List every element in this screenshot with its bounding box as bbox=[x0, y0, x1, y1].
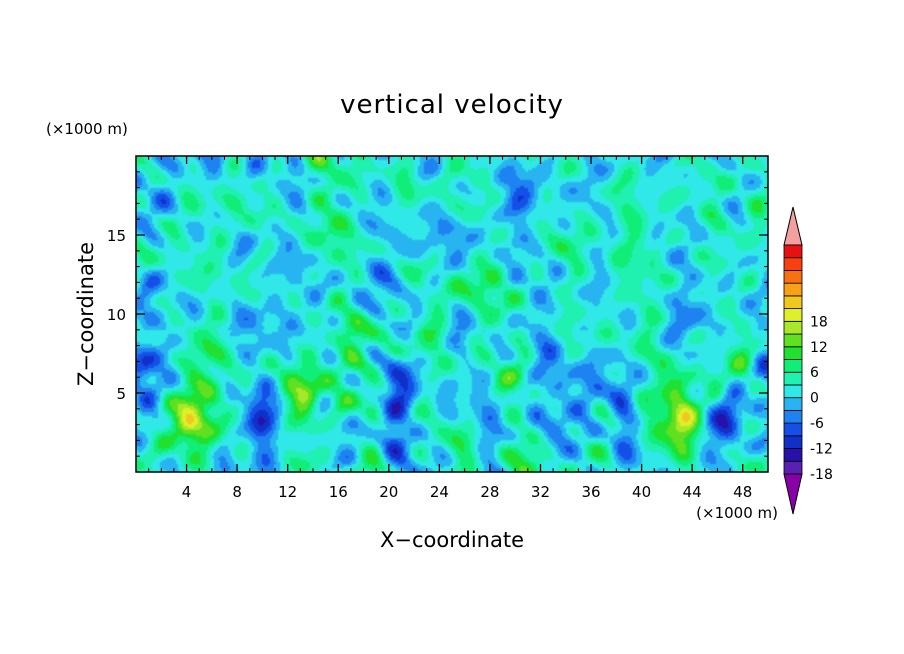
x-tick-label: 28 bbox=[480, 483, 499, 501]
colorbar-label: -18 bbox=[810, 467, 833, 483]
colorbar-top-arrow bbox=[783, 206, 803, 246]
colorbar-band bbox=[783, 270, 803, 284]
colorbar-band bbox=[783, 422, 803, 437]
x-tick-label: 4 bbox=[182, 483, 192, 501]
colorbar-band bbox=[783, 282, 803, 297]
colorbar-bottom-arrow bbox=[783, 473, 803, 515]
colorbar-band bbox=[783, 295, 803, 310]
colorbar-label: -6 bbox=[810, 416, 824, 432]
x-tick-label: 40 bbox=[632, 483, 651, 501]
colorbar-band bbox=[783, 359, 803, 373]
x-axis-title: X−coordinate bbox=[380, 528, 524, 552]
x-unit-label: (×1000 m) bbox=[696, 504, 778, 522]
x-tick-label: 36 bbox=[581, 483, 600, 501]
colorbar-label: 18 bbox=[810, 314, 828, 330]
contour-plot-area bbox=[136, 156, 768, 472]
colorbar-band bbox=[783, 320, 803, 335]
colorbar-band bbox=[783, 333, 803, 348]
colorbar-band bbox=[783, 371, 803, 386]
colorbar-label: -12 bbox=[810, 442, 833, 458]
y-axis-title: Z−coordinate bbox=[74, 242, 98, 386]
colorbar-band bbox=[783, 257, 803, 271]
y-tick-label: 15 bbox=[107, 227, 126, 245]
x-tick-label: 48 bbox=[733, 483, 752, 501]
y-unit-label: (×1000 m) bbox=[46, 120, 128, 138]
x-tick-label: 24 bbox=[430, 483, 449, 501]
colorbar-band bbox=[783, 308, 803, 322]
colorbar-label: 6 bbox=[810, 365, 819, 381]
x-tick-label: 20 bbox=[379, 483, 398, 501]
colorbar-band bbox=[783, 460, 803, 475]
colorbar-band bbox=[783, 397, 803, 411]
colorbar-band bbox=[783, 244, 803, 259]
colorbar-band bbox=[783, 346, 803, 360]
colorbar-band bbox=[783, 448, 803, 462]
colorbar: 18 12 6 0 -6 -12 -18 bbox=[783, 206, 833, 515]
y-tick-label: 10 bbox=[107, 306, 126, 324]
y-axis: 5 10 15 bbox=[107, 171, 768, 457]
colorbar-label: 0 bbox=[810, 391, 819, 407]
x-tick-label: 8 bbox=[232, 483, 242, 501]
contour-field bbox=[136, 156, 768, 472]
x-axis: 4 8 12 16 20 24 28 32 36 40 44 48 bbox=[148, 156, 756, 501]
colorbar-band bbox=[783, 435, 803, 449]
x-tick-label: 44 bbox=[683, 483, 702, 501]
colorbar-label: 12 bbox=[810, 340, 828, 356]
colorbar-band bbox=[783, 384, 803, 399]
x-tick-label: 16 bbox=[329, 483, 348, 501]
chart-title: vertical velocity bbox=[340, 90, 564, 120]
x-tick-label: 32 bbox=[531, 483, 550, 501]
colorbar-band bbox=[783, 409, 803, 424]
y-tick-label: 5 bbox=[116, 385, 126, 403]
x-tick-label: 12 bbox=[278, 483, 297, 501]
